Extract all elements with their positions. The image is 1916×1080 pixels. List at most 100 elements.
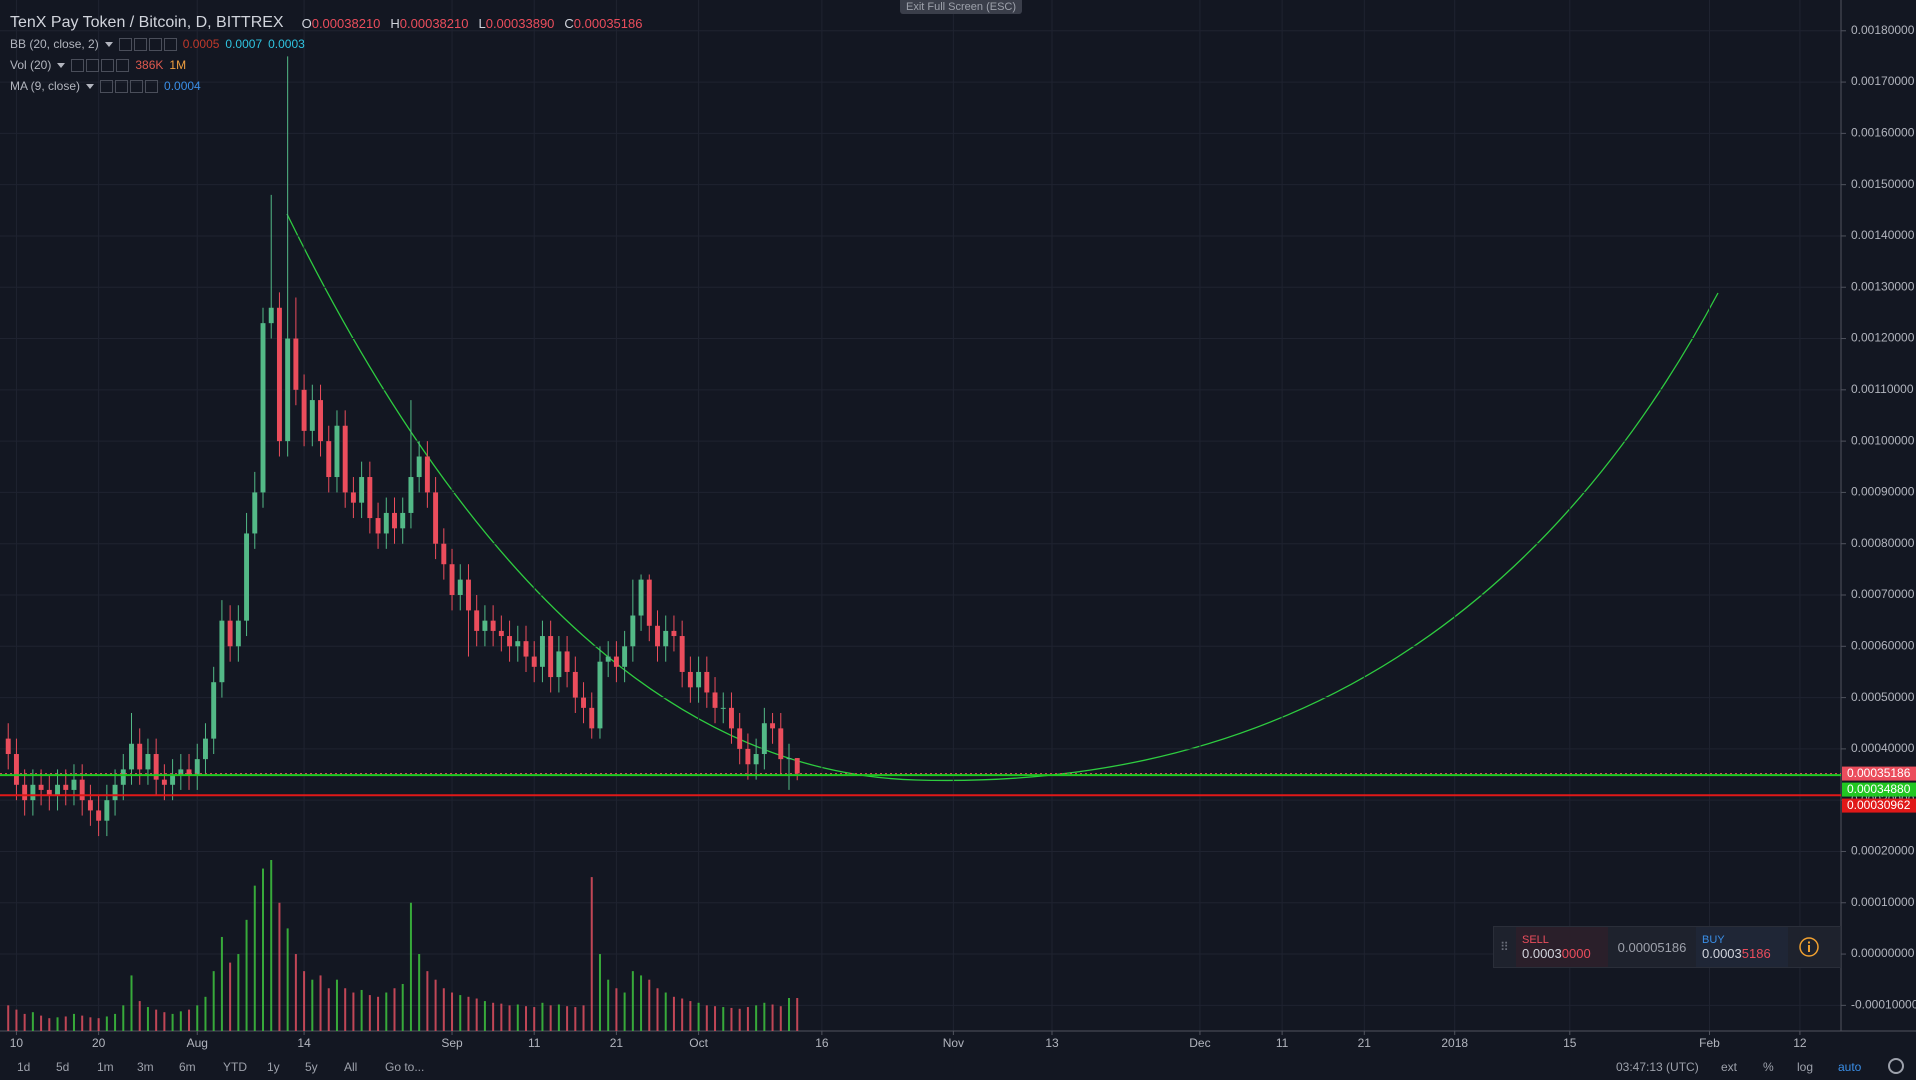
candle-body <box>145 754 151 770</box>
candle-body <box>523 641 529 657</box>
candle-body <box>178 769 184 775</box>
ohlc-item: C0.00035186 <box>564 16 642 31</box>
candle-body <box>383 512 389 534</box>
settings-button[interactable] <box>1888 1058 1904 1074</box>
indicator-button[interactable] <box>130 79 144 93</box>
candle-body <box>720 707 726 709</box>
x-tick-label: Aug <box>187 1036 208 1050</box>
volume-bar <box>171 1013 174 1031</box>
indicator-name[interactable]: BB (20, close, 2) <box>10 37 99 51</box>
candle-body <box>424 456 430 493</box>
indicator-value: 0.0007 <box>225 37 263 51</box>
volume-bar <box>352 992 355 1031</box>
indicator-button[interactable] <box>148 37 162 51</box>
timeframe-button[interactable]: 6m <box>179 1060 196 1074</box>
volume-bar <box>656 988 659 1031</box>
candle-body <box>589 707 595 729</box>
indicator-button[interactable] <box>116 58 130 72</box>
candle-body <box>622 646 628 667</box>
fullscreen-hint[interactable]: Exit Full Screen (ESC) <box>900 0 1023 14</box>
candle-body <box>778 728 784 760</box>
volume-bar <box>533 1007 536 1031</box>
y-tick-label: -0.00010000 <box>1851 998 1916 1012</box>
ohlc-item: L0.00033890 <box>478 16 554 31</box>
candle-body <box>334 425 340 478</box>
candle-body <box>482 620 488 631</box>
volume-bar <box>451 992 454 1031</box>
indicator-row: Vol (20) 386K 1M <box>10 58 186 72</box>
indicator-button[interactable] <box>163 37 177 51</box>
option-button[interactable]: log <box>1797 1060 1814 1074</box>
indicator-button[interactable] <box>71 58 85 72</box>
option-button[interactable]: % <box>1763 1060 1774 1074</box>
indicator-button[interactable] <box>86 58 100 72</box>
x-tick-label: Sep <box>441 1036 463 1050</box>
indicator-value: 0.0005 <box>182 37 220 51</box>
candle-body <box>441 543 447 565</box>
candle-body <box>679 636 685 672</box>
volume-bar <box>196 1005 199 1031</box>
indicator-button[interactable] <box>133 37 147 51</box>
volume-bar <box>220 936 223 1031</box>
ohlc-item: O0.00038210 <box>302 16 381 31</box>
option-button[interactable]: ext <box>1721 1060 1738 1074</box>
volume-bar <box>40 1015 43 1031</box>
option-button[interactable]: auto <box>1838 1060 1862 1074</box>
volume-bar <box>23 1013 26 1031</box>
timeframe-button[interactable]: 3m <box>137 1060 154 1074</box>
candle-body <box>260 323 266 493</box>
drag-handle[interactable]: ⠿ <box>1500 940 1509 954</box>
volume-bar <box>664 992 667 1031</box>
candle-body <box>408 477 414 513</box>
volume-bar <box>56 1017 59 1031</box>
candle-body <box>564 651 570 672</box>
timeframe-button[interactable]: 1y <box>267 1060 280 1074</box>
volume-bar <box>114 1013 117 1031</box>
x-tick-label: 14 <box>297 1036 311 1050</box>
candle-body <box>375 518 381 534</box>
info-button[interactable] <box>1788 927 1830 967</box>
volume-bar <box>607 979 610 1031</box>
price-label: 0.00035186 <box>1847 766 1911 780</box>
indicator-button[interactable] <box>100 79 114 93</box>
candle-body <box>474 610 480 631</box>
candle-body <box>581 697 586 708</box>
x-tick-label: 15 <box>1563 1036 1577 1050</box>
candle-body <box>449 564 455 596</box>
timeframe-button[interactable]: 1d <box>17 1060 31 1074</box>
candle-body <box>96 810 102 821</box>
volume-bar <box>204 996 207 1031</box>
timeframe-button[interactable]: 5y <box>305 1060 318 1074</box>
trend-curve <box>286 213 1719 782</box>
volume-bar <box>327 988 330 1031</box>
timeframe-button[interactable]: All <box>344 1060 358 1074</box>
buy-button[interactable]: BUY 0.00035186 <box>1696 927 1788 967</box>
candle-body <box>663 630 669 647</box>
y-tick-label: 0.00090000 <box>1851 485 1915 499</box>
volume-bar <box>393 988 396 1031</box>
y-tick-label: 0.00120000 <box>1851 331 1915 345</box>
volume-bar <box>730 1007 733 1031</box>
indicator-button[interactable] <box>145 79 159 93</box>
volume-bar <box>15 1009 18 1031</box>
indicator-name[interactable]: Vol (20) <box>10 58 52 72</box>
volume-bar <box>459 995 462 1031</box>
ohlc-key: C <box>564 15 574 31</box>
volume-bar <box>7 1005 10 1031</box>
sell-button[interactable]: SELL 0.00030000 <box>1516 927 1608 967</box>
indicator-button[interactable] <box>101 58 115 72</box>
candle-body <box>737 728 743 749</box>
timeframe-button[interactable]: 5d <box>56 1060 70 1074</box>
indicator-button[interactable] <box>115 79 129 93</box>
volume-bar <box>640 975 643 1031</box>
timeframe-button[interactable]: YTD <box>223 1060 247 1074</box>
indicator-name[interactable]: MA (9, close) <box>10 79 81 93</box>
candle-body <box>646 579 652 626</box>
volume-bar <box>483 1001 486 1031</box>
timeframe-button[interactable]: 1m <box>97 1060 114 1074</box>
candle-body <box>186 769 192 775</box>
volume-bar <box>722 1007 725 1031</box>
indicator-button[interactable] <box>118 37 132 51</box>
go-to-button[interactable]: Go to... <box>385 1060 425 1074</box>
chart-title[interactable]: TenX Pay Token / Bitcoin, D, BITTREX <box>10 14 284 31</box>
